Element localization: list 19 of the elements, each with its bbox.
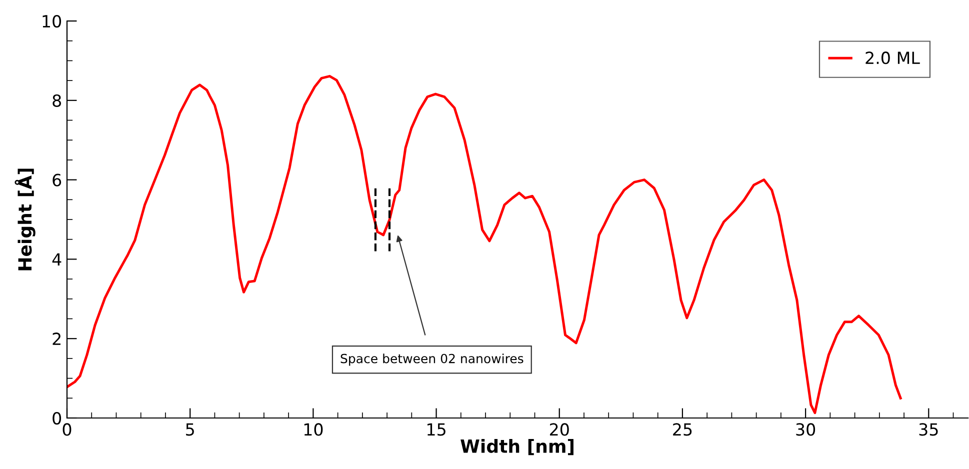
x-tick-label: 35 [919,423,938,436]
x-tick-label: 10 [304,423,323,436]
x-tick-label: 15 [428,423,446,436]
x-tick-label: 20 [550,423,569,436]
line-series [67,74,902,414]
y-axis-title: Height [Å] [14,168,36,270]
y-tick-label: 0 [52,412,62,425]
x-tick-label: 0 [62,423,72,436]
y-tick-label: 4 [52,253,62,266]
x-tick-label: 30 [796,423,816,436]
annotation: Space between 02 nanowires [340,354,524,366]
y-tick-label: 10 [42,14,62,28]
y-tick-label: 8 [52,94,61,107]
x-tick-label: 5 [186,423,194,436]
x-axis-title: Width [nm] [460,438,574,456]
legend-label: 2.0 ML [866,52,920,64]
y-tick-label: 2 [52,332,60,345]
x-tick-label: 25 [673,423,692,436]
y-tick-label: 6 [52,174,62,186]
